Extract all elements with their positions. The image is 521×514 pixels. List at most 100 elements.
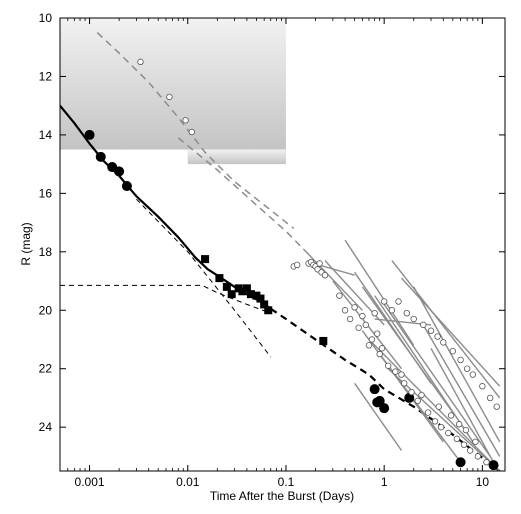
open-circle-point [408, 388, 415, 396]
filled-circle-point [374, 395, 385, 406]
x-tick-label: 1 [381, 475, 388, 489]
open-circle-point [376, 350, 383, 358]
filled-circle-point [404, 392, 415, 403]
grey-lightcurve-12 [430, 347, 498, 469]
open-circle-point [466, 447, 474, 454]
plot-frame [59, 17, 506, 472]
grey-lightcurve-14 [361, 330, 444, 443]
grey-lightcurve-6 [383, 303, 491, 457]
open-circle-point [341, 307, 349, 314]
open-circle-point [336, 292, 343, 299]
filled-square-point [227, 290, 236, 299]
x-tick-label: 0.001 [75, 475, 105, 489]
grey-dashed-line-4 [96, 32, 295, 229]
filled-square-point [260, 300, 269, 309]
open-circle-point [321, 271, 329, 279]
x-tick-label: 10 [476, 475, 490, 489]
open-circle-point [483, 459, 490, 466]
grey-lightcurve-10 [413, 286, 501, 443]
open-circle-point [351, 304, 358, 311]
open-circle-point [388, 307, 396, 314]
filled-circle-point [379, 403, 390, 414]
plateau-dashed [60, 284, 271, 314]
filled-circle-point [488, 460, 499, 471]
filled-square-point [264, 306, 273, 315]
open-circle-point [420, 321, 427, 329]
open-circle-point [435, 403, 442, 410]
open-circle-point [137, 58, 144, 66]
x-axis-label: Time After the Burst (Days) [210, 489, 354, 503]
open-circle-point [457, 356, 464, 364]
filled-circle-point [121, 181, 132, 192]
open-circle-point [431, 418, 439, 425]
filled-square-point [201, 255, 210, 264]
y-tick-label: 20 [39, 303, 53, 317]
open-circle-point [463, 365, 471, 372]
open-circle-point [486, 394, 494, 402]
open-circle-point [362, 321, 369, 329]
shaded-region-0 [60, 18, 286, 150]
shaded-region-1 [187, 149, 286, 165]
open-circle-point [427, 327, 435, 334]
open-circle-point [445, 429, 452, 437]
grey-lightcurve-8 [391, 260, 501, 399]
filled-square-point [252, 291, 261, 300]
y-tick-label: 24 [39, 420, 53, 434]
y-tick-label: 14 [39, 128, 53, 142]
grey-lightcurve-0 [302, 248, 363, 311]
open-circle-point [346, 315, 354, 323]
open-circle-point [378, 345, 386, 352]
filled-square-point [319, 336, 328, 345]
filled-square-point [222, 282, 231, 291]
open-circle-point [440, 339, 447, 346]
grey-dashed-line-5 [177, 137, 304, 250]
open-circle-point [401, 380, 408, 387]
open-circle-point [418, 391, 425, 399]
y-tick-label: 22 [39, 362, 53, 376]
filled-square-point [256, 294, 265, 303]
filled-circle-point [95, 151, 106, 162]
open-circle-point [462, 426, 470, 434]
open-circle-point [410, 315, 417, 323]
open-circle-point [182, 117, 189, 124]
open-circle-point [474, 453, 482, 460]
open-circle-point [398, 371, 405, 378]
y-tick-label: 16 [39, 186, 53, 200]
x-tick-label: 0.01 [176, 475, 200, 489]
open-circle-point [166, 93, 173, 101]
open-circle-point [392, 368, 399, 375]
filled-square-point [215, 274, 224, 283]
open-circle-point [424, 409, 432, 416]
open-circle-point [447, 412, 455, 419]
open-circle-point [385, 362, 392, 369]
filled-square-point [238, 287, 247, 296]
open-circle-point [469, 371, 477, 378]
open-circle-point [374, 330, 381, 337]
grey-lightcurve-4 [361, 286, 454, 413]
grey-lightcurve-5 [374, 295, 474, 443]
open-circle-point [437, 423, 445, 431]
open-circle-point [453, 435, 461, 443]
filled-circle-point [455, 457, 466, 468]
open-circle-point [359, 312, 366, 320]
open-circle-point [368, 336, 376, 343]
open-circle-point [493, 403, 500, 410]
open-circle-point [414, 397, 421, 405]
open-circle-point [293, 261, 301, 269]
y-tick-label: 18 [39, 245, 53, 259]
open-circle-point [371, 309, 378, 317]
y-tick-label: 12 [39, 69, 53, 83]
grey-lightcurve-7 [368, 339, 501, 471]
y-axis-label: R (mag) [19, 222, 33, 265]
shaded-regions [60, 18, 286, 165]
open-circle-point [395, 298, 402, 305]
filled-square-point [242, 284, 251, 293]
open-circle-point [188, 128, 196, 136]
open-circle-point [380, 298, 388, 305]
filled-square-point [246, 290, 255, 299]
open-circle-point [316, 260, 323, 267]
grey-lightcurve-9 [400, 277, 501, 387]
axis-ticks: 0.001 0.01 0.1 1 10 10 12 14 16 18 20 22 24 [39, 11, 505, 489]
open-circle-point [355, 324, 362, 331]
